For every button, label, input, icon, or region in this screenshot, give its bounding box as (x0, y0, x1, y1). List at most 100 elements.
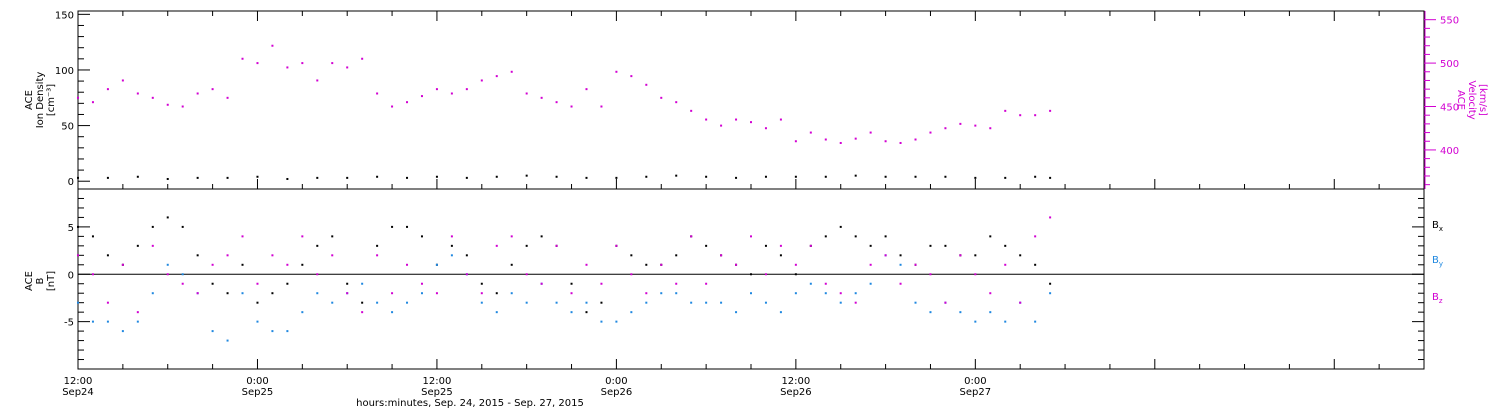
x-tick-label-time: 0:00 (605, 376, 627, 387)
velocity-point (361, 57, 364, 60)
b-by-point (181, 273, 184, 276)
top-panel-marks (77, 44, 1052, 180)
b-bz-point (286, 263, 289, 266)
x-tick-label-time: 12:00 (64, 376, 93, 387)
bottom-panel-marks (77, 216, 1052, 342)
b-bx-point (361, 301, 364, 304)
b-by-point (136, 320, 139, 323)
x-tick-label-time: 0:00 (246, 376, 268, 387)
x-tick-label-time: 0:00 (964, 376, 986, 387)
legend-bx-base: B (1432, 220, 1439, 231)
top-left-ylabel-line3: [cm⁻³] (46, 84, 57, 116)
legend-bx-sub: x (1439, 225, 1443, 233)
bottom-panel-frame (77, 188, 1425, 370)
b-bx-point (645, 263, 648, 266)
b-by-point (391, 311, 394, 314)
velocity-point (944, 127, 947, 130)
x-tick-label-date: Sep26 (601, 387, 633, 398)
velocity-point (585, 88, 588, 91)
b-by-point (361, 282, 364, 285)
velocity-point (750, 121, 752, 124)
b-bz-point (899, 282, 902, 285)
b-by-point (331, 301, 334, 304)
density-point (1034, 175, 1037, 178)
velocity-point (406, 101, 409, 104)
b-by-point (316, 292, 319, 295)
density-point (406, 176, 409, 179)
density-point (376, 175, 379, 178)
b-bz-point (525, 273, 528, 276)
b-by-point (241, 292, 244, 295)
b-bz-point (91, 273, 94, 276)
velocity-point (211, 88, 214, 91)
top-panel-frame (77, 10, 1425, 190)
b-bz-point (705, 282, 708, 285)
density-point (77, 176, 79, 179)
b-bx-point (316, 244, 319, 247)
b-bz-point (196, 292, 199, 295)
b-by-point (675, 292, 678, 295)
b-by-point (585, 301, 588, 304)
b-by-point (660, 292, 663, 295)
velocity-point (525, 92, 528, 95)
top-right-tick-label: 450 (1440, 103, 1459, 114)
b-by-point (211, 330, 214, 333)
b-bx-point (1034, 263, 1037, 266)
b-bx-point (675, 254, 678, 257)
b-bz-point (809, 244, 812, 247)
velocity-point (540, 96, 543, 99)
b-bz-point (720, 254, 723, 257)
b-by-point (705, 301, 708, 304)
velocity-point (465, 88, 468, 91)
velocity-point (226, 96, 229, 99)
b-bx-point (585, 311, 588, 314)
b-by-point (794, 292, 797, 295)
density-point (166, 177, 169, 180)
velocity-point (720, 124, 723, 127)
b-bx-point (91, 235, 94, 238)
velocity-point (600, 105, 603, 108)
b-by-point (91, 320, 94, 323)
b-by-point (435, 263, 438, 266)
b-bz-point (570, 292, 573, 295)
density-point (196, 176, 199, 179)
b-by-point (271, 330, 274, 333)
bottom-tick-label: -5 (64, 318, 74, 329)
density-point (615, 176, 618, 179)
legend-by: By (1432, 255, 1443, 268)
x-tick-label-date: Sep24 (62, 387, 94, 398)
b-bx-point (869, 244, 872, 247)
b-bz-point (151, 244, 154, 247)
legend-bz: Bz (1432, 292, 1443, 305)
b-by-point (1004, 320, 1007, 323)
velocity-point (675, 101, 678, 104)
b-bx-point (540, 235, 543, 238)
b-bx-point (450, 244, 453, 247)
b-bz-point (406, 263, 409, 266)
velocity-point (705, 118, 708, 121)
bottom-tick-label: 0 (68, 270, 74, 281)
b-bx-point (391, 225, 394, 228)
b-by-point (914, 301, 917, 304)
b-bz-point (839, 292, 842, 295)
b-by-point (301, 311, 304, 314)
b-by-point (929, 311, 932, 314)
top-left-ylabel: ACE Ion Density [cm⁻³] (24, 72, 57, 129)
bottom-left-ylabel: ACE B [nT] (24, 271, 57, 291)
b-bx-point (241, 263, 244, 266)
b-bx-point (929, 244, 932, 247)
velocity-point (974, 124, 977, 127)
b-bx-point (465, 254, 468, 257)
top-left-ylabel-line1: ACE (24, 90, 35, 110)
b-bz-point (794, 263, 797, 266)
b-by-point (869, 282, 872, 285)
legend: Bx By Bz (1432, 220, 1443, 305)
b-bz-point (974, 273, 977, 276)
density-point (226, 176, 229, 179)
b-by-point (735, 311, 738, 314)
b-bz-point (1049, 216, 1052, 219)
velocity-point (959, 122, 962, 125)
b-bx-point (989, 235, 992, 238)
b-bx-point (77, 225, 79, 228)
b-bz-point (630, 273, 633, 276)
